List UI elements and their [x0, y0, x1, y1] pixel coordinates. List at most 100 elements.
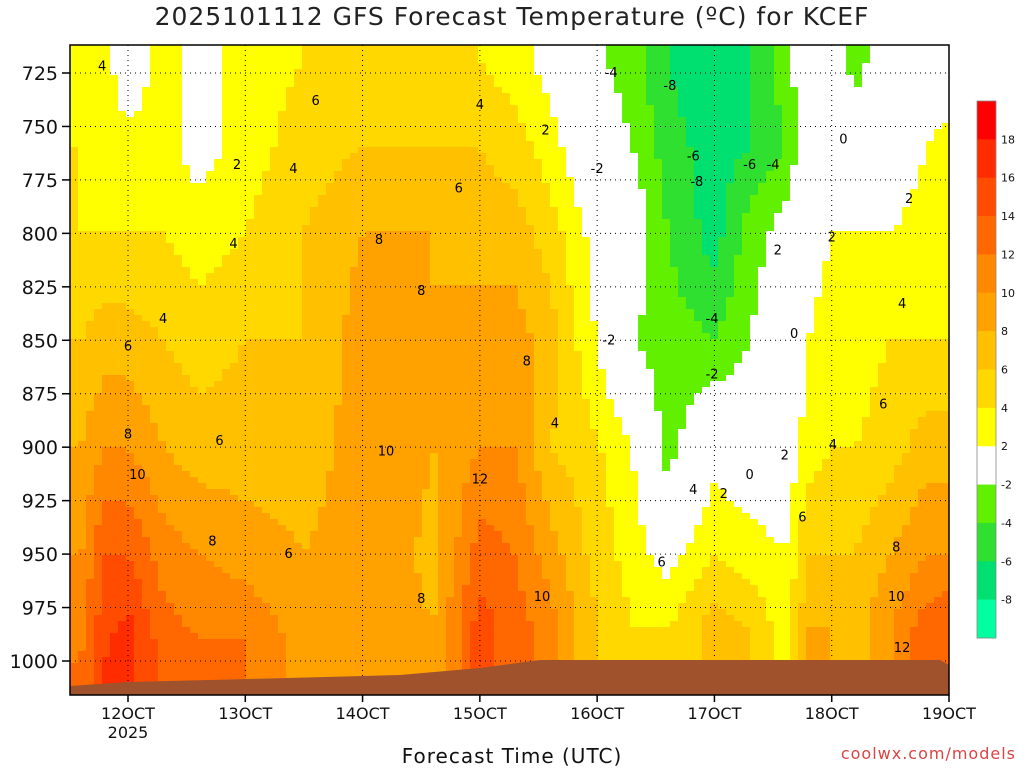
heat-cell	[206, 105, 215, 112]
heat-cell	[302, 525, 311, 532]
heat-cell	[238, 285, 247, 292]
heat-cell	[94, 633, 103, 640]
heat-cell	[214, 351, 223, 358]
heat-cell	[302, 459, 311, 466]
heat-cell	[286, 243, 295, 250]
heat-cell	[158, 327, 167, 334]
heat-cell	[262, 537, 271, 544]
heat-cell	[134, 117, 143, 124]
heat-cell	[430, 489, 439, 496]
heat-cell	[70, 369, 79, 376]
heat-cell	[342, 477, 351, 484]
heat-cell	[422, 405, 431, 412]
heat-cell	[94, 645, 103, 652]
heat-cell	[182, 369, 191, 376]
heat-cell	[414, 309, 423, 316]
heat-cell	[366, 453, 375, 460]
heat-cell	[182, 153, 191, 160]
heat-cell	[206, 537, 215, 544]
heat-cell	[94, 393, 103, 400]
heat-cell	[86, 579, 95, 586]
heat-cell	[214, 129, 223, 136]
heat-cell	[238, 645, 247, 652]
heat-cell	[310, 159, 319, 166]
heat-cell	[326, 135, 335, 142]
heat-cell	[422, 141, 431, 148]
heat-cell	[262, 93, 271, 100]
heat-cell	[374, 99, 383, 106]
heat-cell	[342, 519, 351, 526]
heat-cell	[174, 363, 183, 370]
heat-cell	[334, 195, 343, 202]
heat-cell	[78, 441, 87, 448]
heat-cell	[230, 477, 239, 484]
heat-cell	[158, 453, 167, 460]
heat-cell	[222, 501, 231, 508]
heat-cell	[310, 429, 319, 436]
heat-cell	[286, 129, 295, 136]
heat-cell	[398, 591, 407, 598]
heat-cell	[302, 159, 311, 166]
heat-cell	[206, 513, 215, 520]
heat-cell	[166, 459, 175, 466]
heat-cell	[70, 141, 79, 148]
heat-cell	[222, 465, 231, 472]
heat-cell	[414, 429, 423, 436]
heat-cell	[286, 339, 295, 346]
heat-cell	[278, 237, 287, 244]
heat-cell	[230, 567, 239, 574]
heat-cell	[262, 159, 271, 166]
heat-cell	[350, 315, 359, 322]
heat-cell	[118, 447, 127, 454]
heat-cell	[326, 651, 335, 658]
heat-cell	[334, 219, 343, 226]
heat-cell	[102, 615, 111, 622]
heat-cell	[398, 57, 407, 64]
heat-cell	[278, 363, 287, 370]
heat-cell	[238, 291, 247, 298]
heat-cell	[142, 573, 151, 580]
heat-cell	[158, 615, 167, 622]
heat-cell	[430, 327, 439, 334]
heat-cell	[334, 609, 343, 616]
heat-cell	[422, 279, 431, 286]
heat-cell	[118, 537, 127, 544]
heat-cell	[238, 201, 247, 208]
heat-cell	[134, 639, 143, 646]
heat-cell	[166, 93, 175, 100]
heat-cell	[102, 387, 111, 394]
heat-cell	[150, 261, 159, 268]
heat-cell	[374, 477, 383, 484]
heat-cell	[310, 609, 319, 616]
heat-cell	[86, 405, 95, 412]
heat-cell	[262, 291, 271, 298]
heat-cell	[230, 663, 239, 670]
heat-cell	[214, 333, 223, 340]
heat-cell	[262, 423, 271, 430]
heat-cell	[206, 327, 215, 334]
heat-cell	[270, 147, 279, 154]
heat-cell	[310, 381, 319, 388]
heat-cell	[310, 219, 319, 226]
heat-cell	[238, 195, 247, 202]
heat-cell	[102, 219, 111, 226]
heat-cell	[206, 225, 215, 232]
heat-cell	[262, 525, 271, 532]
heat-cell	[350, 207, 359, 214]
heat-cell	[230, 243, 239, 250]
heat-cell	[422, 183, 431, 190]
heat-cell	[198, 639, 207, 646]
heat-cell	[406, 225, 415, 232]
heat-cell	[198, 285, 207, 292]
heat-cell	[134, 63, 143, 70]
heat-cell	[382, 231, 391, 238]
heat-cell	[382, 309, 391, 316]
heat-cell	[262, 669, 271, 676]
heat-cell	[214, 441, 223, 448]
heat-cell	[126, 285, 135, 292]
heat-cell	[334, 297, 343, 304]
heat-cell	[382, 75, 391, 82]
heat-cell	[318, 327, 327, 334]
heat-cell	[310, 99, 319, 106]
heat-cell	[166, 183, 175, 190]
